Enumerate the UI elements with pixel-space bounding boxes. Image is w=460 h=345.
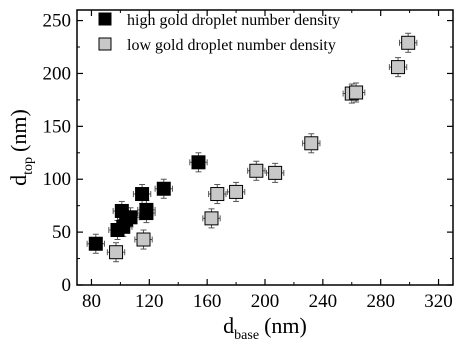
y-axis-title-subscript: top	[21, 157, 36, 175]
legend-label-high-density: high gold droplet number density	[127, 12, 340, 29]
y-tick-label: 100	[43, 169, 72, 190]
y-axis-title-unit: (nm)	[6, 109, 31, 152]
y-tick-label: 250	[43, 11, 72, 32]
error-bars	[86, 32, 418, 263]
x-tick-label: 80	[82, 291, 101, 312]
data-point-low-density	[401, 35, 416, 50]
data-point-low-density	[391, 60, 406, 75]
x-tick-label: 200	[251, 291, 280, 312]
axis-ticks: 80 120 160 200 240 280 320 0 50 100 150 200 250	[43, 10, 453, 312]
x-axis-title-unit: (nm)	[264, 313, 307, 338]
data-point-low-density	[268, 165, 283, 180]
y-tick-label: 0	[62, 275, 72, 296]
y-axis-title-main: d	[6, 175, 31, 186]
x-axis-title-subscript: base	[234, 328, 259, 343]
x-axis-title: dbase (nm)	[223, 313, 307, 343]
x-axis-title-main: d	[223, 313, 234, 338]
data-point-high-density	[123, 210, 138, 225]
legend-swatch-high-density	[98, 12, 112, 26]
data-point-high-density	[88, 236, 103, 251]
legend: high gold droplet number density low gol…	[98, 12, 340, 54]
legend-swatch-low-density	[98, 37, 112, 51]
data-point-low-density	[136, 232, 151, 247]
data-point-high-density	[139, 206, 154, 221]
data-point-high-density	[156, 181, 171, 196]
y-tick-label: 200	[43, 63, 72, 84]
legend-label-low-density: low gold droplet number density	[127, 37, 336, 54]
data-point-high-density	[191, 155, 206, 170]
data-point-high-density	[135, 187, 150, 202]
data-point-low-density	[229, 184, 244, 199]
data-markers	[88, 35, 416, 260]
y-axis-title: dtop (nm)	[6, 109, 36, 186]
data-point-low-density	[109, 245, 124, 260]
data-point-low-density	[204, 211, 219, 226]
data-point-low-density	[349, 85, 364, 100]
data-point-low-density	[210, 187, 225, 202]
data-point-low-density	[304, 136, 319, 151]
x-tick-label: 280	[366, 291, 395, 312]
x-tick-label: 320	[424, 291, 453, 312]
x-tick-label: 160	[193, 291, 222, 312]
x-tick-label: 240	[309, 291, 338, 312]
y-tick-label: 50	[52, 222, 71, 243]
y-tick-label: 150	[43, 116, 72, 137]
x-tick-label: 120	[135, 291, 164, 312]
data-point-low-density	[249, 163, 264, 178]
